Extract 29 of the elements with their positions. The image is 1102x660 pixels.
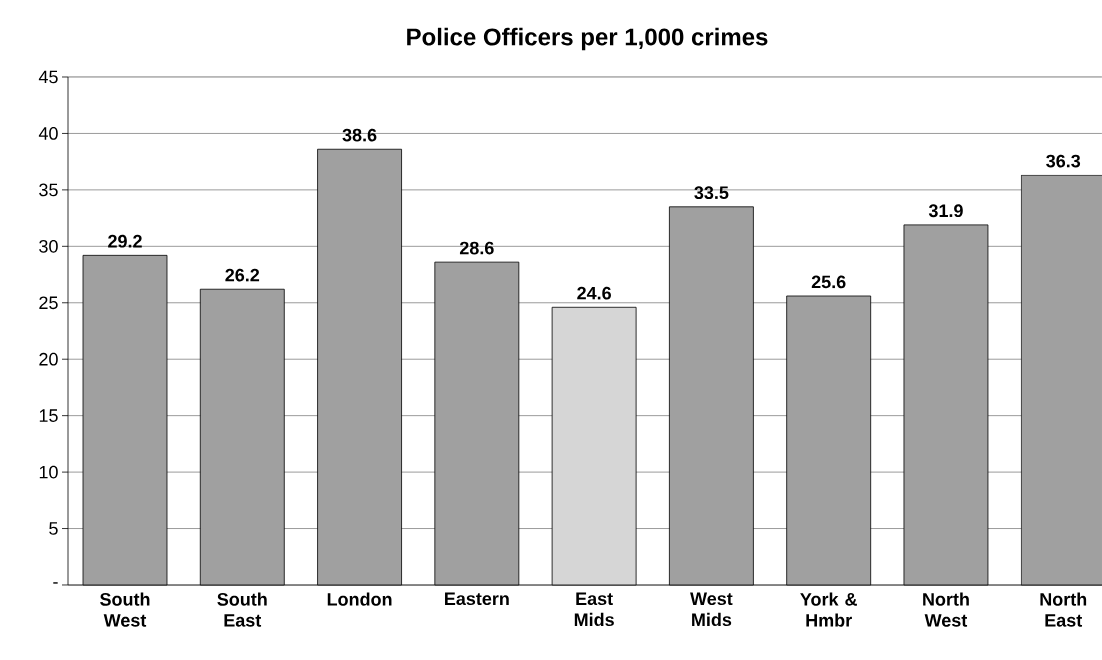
data-label: 26.2 (225, 268, 260, 282)
data-label: 36.3 (1046, 154, 1081, 168)
x-tick-label: Eastern (445, 592, 509, 606)
chart-title: Police Officers per 1,000 crimes (407, 27, 768, 51)
x-tick-label: South West (100, 592, 150, 627)
y-tick-label: 25 (39, 296, 58, 310)
y-tick-label: 10 (39, 465, 58, 479)
data-label: 25.6 (811, 275, 846, 289)
data-label: 38.6 (342, 128, 377, 142)
y-tick-label: 20 (39, 352, 58, 366)
y-tick-label: 40 (38, 127, 58, 140)
y-tick-label: 5 (49, 522, 58, 535)
x-tick-label: North East (1040, 592, 1087, 627)
data-label: 28.6 (459, 241, 494, 255)
y-tick-label: 35 (39, 183, 58, 197)
y-tick-label: - (53, 582, 58, 584)
y-tick-label: 15 (39, 409, 58, 422)
x-tick-label: North West (923, 592, 969, 627)
x-tick-label: East Mids (574, 592, 614, 627)
y-tick-label: 45 (38, 70, 58, 84)
x-tick-label: York & Hmbr (800, 592, 857, 627)
y-tick-label: 30 (39, 239, 58, 253)
data-label: 31.9 (928, 204, 963, 218)
data-label: 33.5 (694, 186, 729, 200)
data-label: 29.2 (108, 234, 142, 248)
x-tick-label: London (327, 592, 392, 606)
x-tick-label: South East (217, 592, 267, 627)
data-label: 24.6 (577, 286, 611, 300)
x-tick-label: West Mids (690, 592, 733, 627)
